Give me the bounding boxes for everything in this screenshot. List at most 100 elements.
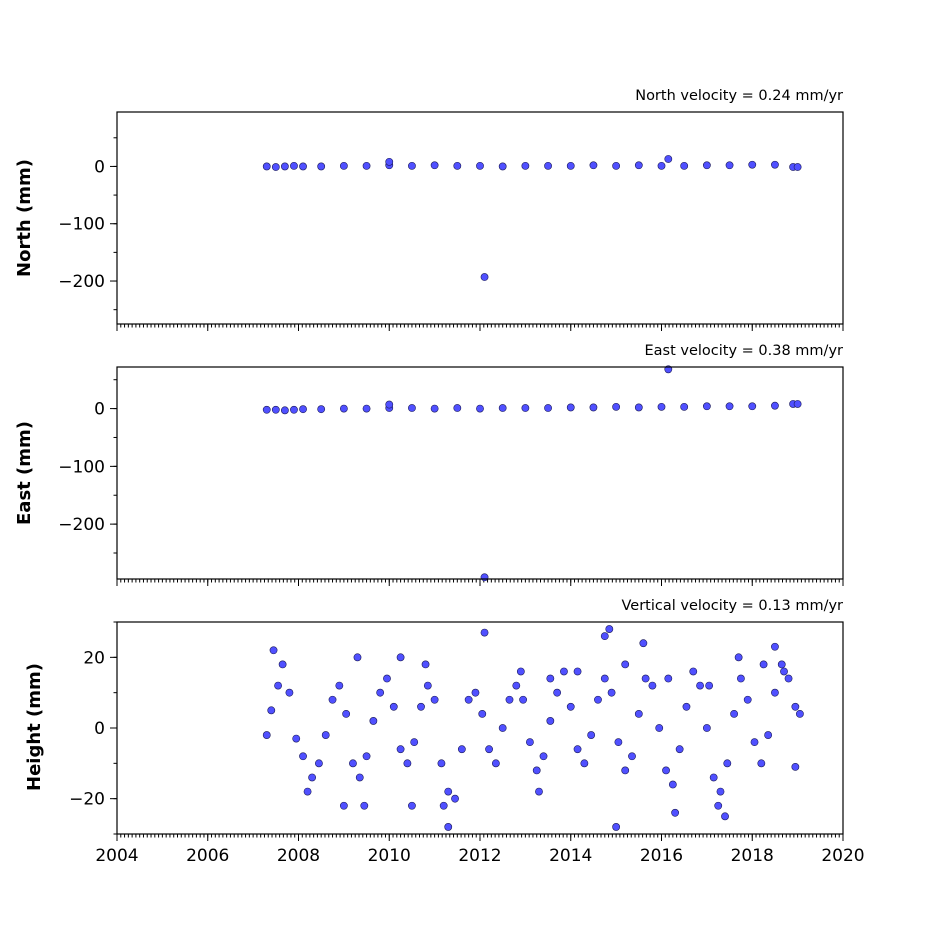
north-data-point <box>480 273 489 281</box>
height-data-point <box>639 639 648 648</box>
east-data-point <box>748 402 757 411</box>
height-data-point <box>764 731 773 739</box>
height-data-point <box>360 801 369 810</box>
height-data-point <box>274 681 282 690</box>
north-data-point <box>317 162 326 171</box>
height-data-point <box>675 745 684 754</box>
north-ylabel: North (mm) <box>14 159 35 277</box>
east-data-point <box>702 402 711 411</box>
east-data-point <box>262 405 271 414</box>
height-data-point <box>750 738 759 747</box>
east-panel: East velocity = 0.38 mm/yr East (mm) 0 −1… <box>14 343 844 586</box>
north-data-point <box>362 161 371 170</box>
east-data-point <box>771 401 779 410</box>
height-data-point <box>339 801 348 810</box>
height-data-point <box>600 674 609 683</box>
height-data-point <box>655 724 664 732</box>
height-data-point <box>671 808 680 817</box>
height-data-point <box>737 674 745 683</box>
height-x-tick-label: 2010 <box>368 846 411 866</box>
height-data-point <box>451 794 459 803</box>
height-data-point <box>709 773 718 782</box>
vertical-velocity-title: Vertical velocity = 0.13 mm/yr <box>622 598 844 614</box>
height-data-point <box>566 702 575 711</box>
height-data-point <box>535 787 543 796</box>
height-data-point <box>439 801 448 810</box>
north-data-point <box>476 161 484 170</box>
height-data-point <box>423 681 432 690</box>
height-data-point <box>376 688 385 697</box>
height-data-point <box>662 766 670 775</box>
east-y-tick-label: −100 <box>58 457 105 477</box>
height-data-point <box>498 724 507 732</box>
north-y-tick-label: −100 <box>58 215 105 235</box>
north-data-point <box>430 161 439 170</box>
height-data-point <box>648 681 657 690</box>
height-data-point <box>355 773 364 782</box>
height-data-point <box>437 759 446 768</box>
east-data-point <box>657 402 666 411</box>
east-data-point <box>589 403 598 412</box>
height-data-point <box>771 688 779 697</box>
north-data-point <box>793 163 802 171</box>
height-data-point <box>628 752 636 761</box>
height-data-point <box>328 695 337 704</box>
height-data-point <box>560 667 568 676</box>
east-data-point <box>362 404 371 413</box>
north-data-point <box>589 161 598 170</box>
height-data-point <box>299 752 307 761</box>
height-data-point <box>457 745 466 754</box>
height-data-point <box>612 823 621 831</box>
height-data-point <box>410 738 419 747</box>
height-data-point <box>580 759 589 768</box>
height-data-point <box>605 625 614 633</box>
height-y-tick-label: 20 <box>83 648 105 668</box>
height-data-point <box>573 745 582 754</box>
east-data-point <box>725 402 734 411</box>
height-x-tick-label: 2018 <box>731 846 774 866</box>
height-data-point <box>491 759 500 768</box>
height-data-point <box>600 632 609 641</box>
height-data-point <box>791 702 800 711</box>
height-x-tick-label: 2016 <box>640 846 683 866</box>
height-data-point <box>516 667 525 676</box>
east-y-tick-label: 0 <box>94 400 105 420</box>
height-data-point <box>689 667 698 676</box>
height-data-point <box>421 660 430 669</box>
height-data-point <box>721 812 729 821</box>
height-data-point <box>587 731 596 739</box>
east-velocity-title: East velocity = 0.38 mm/yr <box>644 343 843 359</box>
east-data-point <box>280 406 289 415</box>
height-data-point <box>362 752 371 761</box>
east-plot-frame <box>116 366 844 580</box>
height-data-point <box>480 628 489 637</box>
height-data-point <box>342 709 351 718</box>
height-data-point <box>532 766 541 775</box>
north-panel: North velocity = 0.24 mm/yr North (mm) 0… <box>14 88 844 331</box>
height-data-point <box>607 688 616 697</box>
north-data-point <box>271 163 280 171</box>
east-data-point <box>634 403 643 412</box>
north-data-point <box>771 160 779 169</box>
height-data-point <box>396 653 405 662</box>
north-data-point <box>664 155 673 163</box>
north-data-point <box>299 162 307 171</box>
height-data-point <box>335 681 344 690</box>
height-ylabel: Height (mm) <box>24 663 45 791</box>
height-data-point <box>369 717 378 725</box>
north-data-point <box>702 161 711 170</box>
height-data-point <box>621 766 630 775</box>
east-data-point <box>521 404 530 412</box>
north-data-point <box>498 162 507 171</box>
height-data-point <box>705 681 714 690</box>
height-data-point <box>526 738 534 747</box>
height-data-point <box>594 695 602 704</box>
north-velocity-title: North velocity = 0.24 mm/yr <box>635 88 843 104</box>
north-data-point <box>521 161 530 170</box>
height-data-point <box>512 681 521 690</box>
height-data-point <box>696 681 704 690</box>
east-data-point <box>680 402 689 411</box>
east-data-point <box>271 405 280 414</box>
height-data-point <box>349 759 357 768</box>
